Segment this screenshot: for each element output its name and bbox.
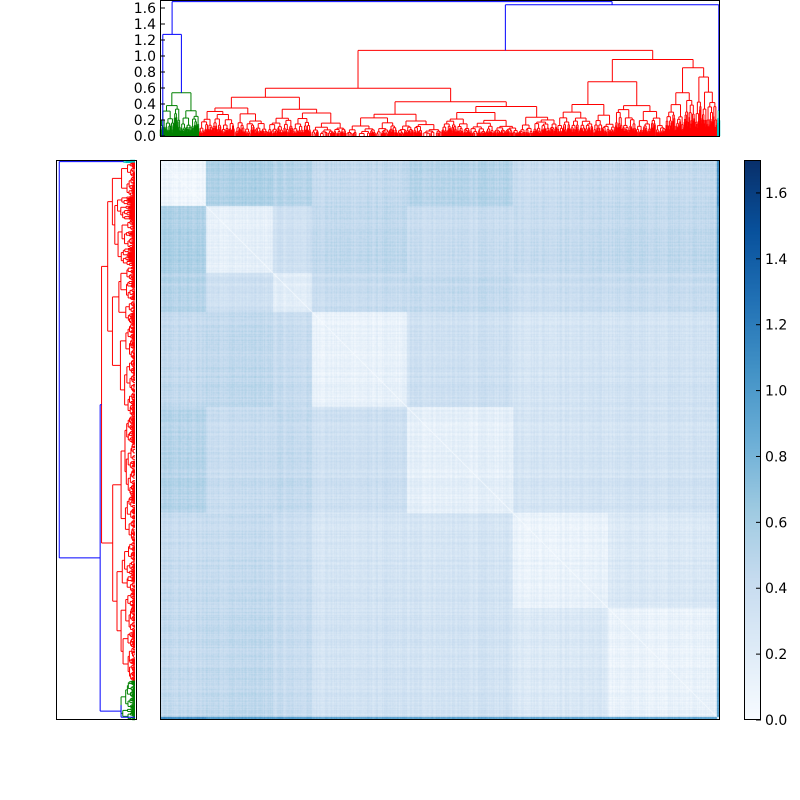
top-dendrogram-ytick-label: 1.2 — [134, 33, 156, 49]
top-dendrogram-ytick-label: 0.8 — [134, 65, 156, 81]
top-dendrogram-panel: 0.0 0.2 0.4 0.6 0.8 1.0 1.2 1.4 1.6 — [0, 0, 800, 150]
left-dendrogram-panel — [0, 150, 160, 750]
top-dendrogram-ytick-label: 1.0 — [134, 49, 156, 65]
top-dendrogram-ytick-label: 1.4 — [134, 17, 156, 33]
top-dendrogram-ytick-label: 1.6 — [134, 1, 156, 17]
top-dendrogram-ytick-label: 0.0 — [134, 129, 156, 145]
top-dendrogram-ytick-label: 0.6 — [134, 81, 156, 97]
top-dendrogram-ytick-label: 0.4 — [134, 97, 156, 113]
top-dendrogram-frame — [160, 0, 720, 137]
top-dendrogram-ytick-label: 0.2 — [134, 113, 156, 129]
top-dendrogram: 0.00.20.40.60.81.01.21.41.6 — [134, 0, 721, 145]
left-dendrogram — [56, 159, 137, 721]
